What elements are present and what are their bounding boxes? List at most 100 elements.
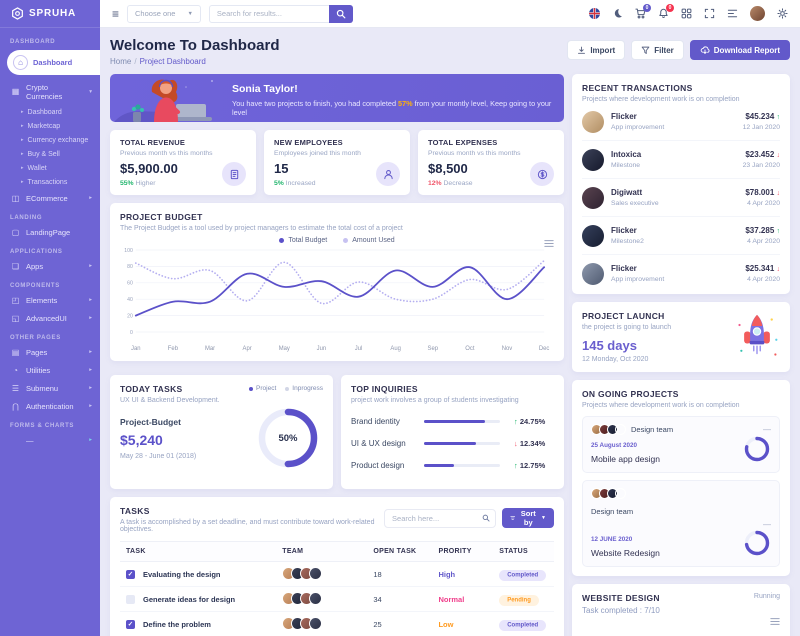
sidebar-item[interactable]: FORMS & CHARTS bbox=[0, 415, 100, 431]
task-name: Generate ideas for design bbox=[143, 594, 236, 604]
priority-label: Normal bbox=[438, 594, 465, 604]
chevron-icon: ▾ bbox=[89, 88, 92, 95]
svg-text:60: 60 bbox=[127, 281, 133, 287]
sidebar-item[interactable]: ❏ Apps ▸ bbox=[0, 257, 100, 275]
sidebar-item[interactable]: ▦ Crypto Currencies ▾ bbox=[0, 78, 100, 105]
project-name: Mobile app design bbox=[591, 454, 660, 464]
svg-text:Dec: Dec bbox=[539, 346, 550, 352]
sidebar-item[interactable]: Wallet bbox=[0, 161, 100, 175]
sidebar-item[interactable]: — ▸ bbox=[0, 431, 100, 449]
sidebar-item[interactable]: Transactions bbox=[0, 175, 100, 189]
sidebar-item[interactable]: ◱ AdvancedUI ▸ bbox=[0, 309, 100, 327]
chevron-down-icon: ▼ bbox=[541, 515, 546, 521]
sidebar-item[interactable]: LANDING bbox=[0, 207, 100, 223]
transaction-row: Intoxica Milestone $23.452 ↓ 23 Jan 2020 bbox=[582, 140, 780, 178]
status-badge: Pending bbox=[499, 595, 539, 606]
sidebar-item-label: DASHBOARD bbox=[10, 39, 56, 45]
more-options-icon[interactable]: — bbox=[763, 424, 771, 434]
chart-menu-icon[interactable] bbox=[582, 617, 780, 626]
sidebar-nav: DASHBOARD ⌂ Dashboard ▦ Crypto Currencie… bbox=[0, 28, 100, 636]
notifications-bell-icon[interactable]: 0 bbox=[658, 4, 674, 19]
sidebar-item-label: OTHER PAGES bbox=[10, 335, 61, 341]
sidebar-item[interactable]: Marketcap bbox=[0, 119, 100, 133]
sidebar-item[interactable]: ▢ LandingPage bbox=[0, 223, 100, 241]
sidebar-item[interactable]: DASHBOARD bbox=[0, 31, 100, 47]
filter-icon bbox=[641, 46, 650, 54]
trend-arrow-icon: ↓ bbox=[776, 152, 781, 160]
svg-text:100: 100 bbox=[124, 248, 133, 254]
progress-bar bbox=[424, 419, 500, 424]
row-checkbox[interactable] bbox=[126, 619, 135, 629]
page-header: Welcome To Dashboard Home / Project Dashbo… bbox=[110, 37, 790, 66]
transaction-row: Flicker App improvement $45.234 ↑ 12 Jan… bbox=[582, 103, 780, 140]
progress-ring bbox=[744, 436, 770, 462]
tasks-search-input[interactable] bbox=[384, 509, 497, 528]
legend-amount-used[interactable]: Amount Used bbox=[343, 237, 395, 244]
expenses-icon bbox=[530, 162, 554, 186]
sidebar-item[interactable]: ⋂ Authentication ▸ bbox=[0, 397, 100, 415]
sidebar-item[interactable]: ☰ Submenu ▸ bbox=[0, 379, 100, 397]
inquiry-row: Product design ↑ 12.75% bbox=[351, 461, 546, 470]
banner-progress-pct: 57% bbox=[398, 99, 413, 108]
dark-mode-moon-icon[interactable] bbox=[612, 8, 623, 19]
apps-grid-icon[interactable] bbox=[681, 8, 692, 19]
right-panel-toggle-icon[interactable] bbox=[727, 8, 738, 19]
page-actions: Import Filter Download Report bbox=[567, 40, 790, 60]
chart-menu-icon[interactable] bbox=[544, 235, 554, 253]
sidebar-item[interactable]: ◰ Elements ▸ bbox=[0, 291, 100, 309]
sidebar-item[interactable]: APPLICATIONS bbox=[0, 241, 100, 257]
trend-arrow-icon: ↓ bbox=[776, 190, 781, 198]
sidebar-item[interactable]: ◫ ECommerce ▸ bbox=[0, 189, 100, 207]
stat-card-employees: NEW EMPLOYEES Employees joined this mont… bbox=[264, 130, 410, 195]
brand[interactable]: SPRUHA bbox=[0, 0, 100, 28]
sidebar-item[interactable]: ◔ Utilities ▸ bbox=[0, 361, 100, 379]
sidebar-item[interactable]: OTHER PAGES bbox=[0, 327, 100, 343]
sort-by-button[interactable]: Sort by ▼ bbox=[502, 508, 554, 528]
sidebar-item[interactable]: Dashboard bbox=[0, 105, 100, 119]
sidebar-item[interactable]: Buy & Sell bbox=[0, 147, 100, 161]
search-input[interactable] bbox=[208, 4, 329, 23]
sidebar-item-label: Dashboard bbox=[27, 108, 62, 116]
breadcrumb-home-link[interactable]: Home bbox=[110, 57, 132, 66]
category-select[interactable]: Choose one ▼ bbox=[127, 4, 201, 23]
sidebar-item-label: LANDING bbox=[10, 215, 43, 221]
avatar bbox=[582, 110, 604, 133]
row-checkbox[interactable] bbox=[126, 594, 135, 604]
sidebar-item-label: COMPONENTS bbox=[10, 283, 61, 289]
banner-message: You have two projects to finish, you had… bbox=[232, 99, 552, 117]
cart-icon[interactable]: 0 bbox=[635, 4, 651, 19]
chevron-icon: ▸ bbox=[89, 315, 92, 321]
progress-ring bbox=[744, 530, 770, 556]
download-report-button[interactable]: Download Report bbox=[689, 40, 790, 60]
row-checkbox[interactable] bbox=[126, 569, 135, 579]
legend-total-budget[interactable]: Total Budget bbox=[279, 237, 327, 244]
filter-button[interactable]: Filter bbox=[631, 40, 684, 60]
trend-arrow-icon: ↑ bbox=[776, 228, 781, 236]
col-open-task: OPEN TASK bbox=[367, 541, 433, 562]
transaction-row: Flicker Milestone2 $37.285 ↑ 4 Apr 2020 bbox=[582, 216, 780, 254]
breadcrumb: Home / Project Dashboard bbox=[110, 57, 206, 66]
status-text: Running bbox=[753, 593, 780, 600]
breadcrumb-current: Project Dashboard bbox=[139, 57, 206, 66]
svg-text:20: 20 bbox=[127, 313, 133, 319]
sidebar-item[interactable]: ⌂ Dashboard bbox=[7, 50, 100, 75]
team-avatars bbox=[282, 616, 323, 630]
banner-illustration bbox=[110, 74, 228, 122]
page-content: Welcome To Dashboard Home / Project Dashbo… bbox=[100, 28, 800, 636]
sidebar-item[interactable]: ▤ Pages ▸ bbox=[0, 343, 100, 361]
employees-icon bbox=[376, 162, 400, 186]
chevron-icon: ▸ bbox=[89, 367, 92, 373]
import-button[interactable]: Import bbox=[567, 40, 626, 60]
fullscreen-icon[interactable] bbox=[704, 8, 715, 19]
lock-icon: ⋂ bbox=[12, 401, 19, 411]
user-avatar[interactable] bbox=[750, 6, 765, 21]
stat-card-revenue: TOTAL REVENUE Previous month vs this mon… bbox=[110, 130, 256, 195]
sidebar-item[interactable]: COMPONENTS bbox=[0, 275, 100, 291]
search-button[interactable] bbox=[328, 4, 353, 23]
language-flag-icon[interactable] bbox=[589, 8, 600, 19]
settings-gear-icon[interactable] bbox=[777, 8, 788, 19]
menu-toggle-icon[interactable]: ≡ bbox=[112, 6, 120, 21]
sidebar-item[interactable]: Currency exchange bbox=[0, 133, 100, 147]
more-options-icon[interactable]: — bbox=[763, 520, 771, 529]
